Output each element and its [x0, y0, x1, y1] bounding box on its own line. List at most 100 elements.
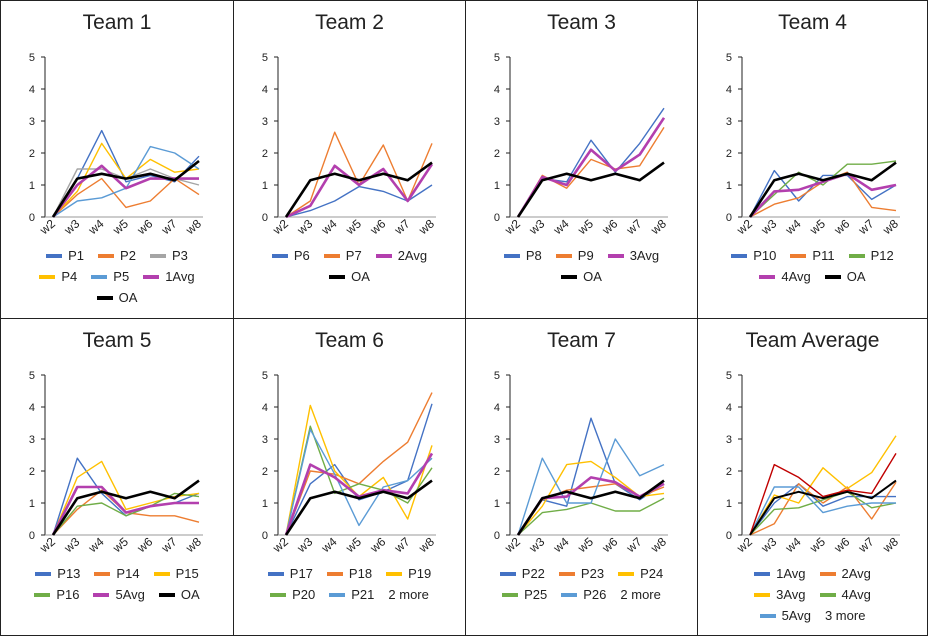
legend-swatch [819, 592, 836, 597]
legend-item: 3Avg [607, 248, 659, 263]
series-line-5avg [749, 486, 896, 536]
y-tick-label: 2 [494, 466, 500, 478]
y-tick-label: 5 [262, 52, 268, 64]
x-tick-label: w3 [758, 534, 780, 555]
y-tick-label: 2 [29, 148, 35, 160]
y-tick-label: 0 [726, 212, 732, 224]
y-tick-label: 3 [494, 116, 500, 128]
legend-label: P4 [61, 269, 78, 284]
legend-swatch [329, 274, 346, 279]
legend-row: P17 P18 P19 [242, 563, 457, 584]
series-line-p12 [749, 160, 897, 218]
chart-panel-6: Team 6 0 1 2 3 4 5 w2 w3 w4 w5 w6 w7 w8 P17 P18 P19 P20 P2… [233, 318, 466, 636]
legend-item: P3 [149, 248, 188, 263]
y-tick-label: 5 [494, 52, 500, 64]
legend-item: P17 [267, 566, 313, 581]
x-tick-label: w8 [415, 534, 437, 555]
legend-row: P4 P5 1Avg [9, 266, 225, 287]
series-line-extra-5 [749, 453, 897, 536]
x-tick-label: w8 [415, 216, 437, 237]
legend-item: P4 [39, 269, 77, 284]
legend-row: P20 P21 2 more [242, 584, 457, 605]
legend-swatch [561, 592, 578, 597]
x-tick-label: w5 [342, 216, 364, 237]
y-tick-label: 0 [494, 530, 500, 542]
legend-label: 1Avg [776, 566, 806, 581]
legend-item: P19 [386, 566, 431, 581]
x-tick-label: w3 [61, 216, 83, 237]
y-tick-label: 5 [726, 52, 732, 64]
series-line-1avg [749, 483, 896, 536]
x-tick-label: w6 [367, 534, 389, 555]
legend-swatch [790, 253, 807, 258]
legend-item: 4Avg [759, 269, 811, 284]
legend-swatch [759, 613, 776, 618]
legend-more: 3 more [824, 608, 866, 623]
x-tick-label: w2 [36, 534, 58, 555]
y-tick-label: 2 [262, 148, 268, 160]
legend-swatch [502, 592, 519, 597]
legend-label: P22 [521, 566, 545, 581]
x-tick-label: w7 [391, 216, 413, 237]
x-tick-label: w3 [294, 216, 316, 237]
legend-label: P20 [292, 587, 316, 602]
legend-label: P23 [580, 566, 605, 581]
legend-item: P5 [91, 269, 129, 284]
legend-label: P19 [408, 566, 432, 581]
x-tick-label: w5 [574, 216, 596, 237]
legend-item: P7 [323, 248, 362, 263]
y-tick-label: 3 [29, 116, 35, 128]
legend-swatch [607, 253, 624, 258]
y-tick-label: 3 [262, 116, 268, 128]
y-tick-label: 0 [29, 530, 35, 542]
x-tick-label: w5 [109, 534, 131, 555]
legend-swatch [824, 274, 841, 279]
chart-title: Team 1 [82, 11, 152, 34]
legend-item: P12 [848, 248, 894, 263]
legend-label: P7 [345, 248, 362, 263]
legend-swatch [35, 571, 52, 576]
x-tick-label: w7 [855, 534, 877, 555]
series-line-extra-6 [516, 479, 665, 536]
legend-row: P13 P14 P15 [9, 563, 225, 584]
legend-swatch [94, 571, 111, 576]
legend: P1 P2 P3 P4 P5 1Avg OA [9, 245, 225, 308]
line-chart: 0 1 2 3 4 5 w2 w3 w4 w5 w6 w7 w8 [29, 370, 204, 556]
legend-item: P9 [555, 248, 594, 263]
legend-row: 3Avg 4Avg [706, 584, 919, 605]
y-tick-label: 4 [726, 402, 732, 414]
legend-item: P21 [329, 587, 374, 602]
x-tick-label: w2 [36, 216, 58, 237]
legend-swatch [754, 592, 771, 597]
chart-panel-3: Team 3 0 1 2 3 4 5 w2 w3 w4 w5 w6 w7 w8 P8 P9 3Avg OA [465, 0, 698, 319]
series-line-p6 [285, 184, 433, 218]
legend-swatch [759, 274, 776, 279]
x-tick-label: w2 [269, 534, 291, 555]
x-tick-label: w2 [501, 216, 523, 237]
x-tick-label: w6 [134, 216, 156, 237]
legend-item: 5Avg [93, 587, 145, 602]
y-tick-label: 0 [726, 530, 732, 542]
x-tick-label: w3 [526, 216, 548, 237]
series-line-5avg [51, 485, 199, 536]
legend-swatch [39, 274, 56, 279]
y-tick-label: 1 [262, 180, 268, 192]
legend: P17 P18 P19 P20 P21 2 more [242, 563, 457, 605]
legend-swatch [731, 253, 748, 258]
legend-swatch [386, 571, 403, 576]
x-tick-label: w6 [599, 534, 621, 555]
x-tick-label: w7 [855, 216, 877, 237]
legend-label: OA [351, 269, 370, 284]
legend-row: 4Avg OA [706, 266, 919, 287]
y-tick-label: 1 [262, 498, 268, 510]
x-tick-label: w2 [269, 216, 291, 237]
series-line-2avg [285, 163, 434, 219]
legend-swatch [848, 253, 865, 258]
x-tick-label: w4 [318, 534, 340, 555]
legend-label: P3 [171, 248, 188, 263]
legend-item: OA [824, 269, 866, 284]
legend-row: P6 P7 2Avg [242, 245, 457, 266]
chart-title: Team 3 [547, 11, 616, 34]
chart-panel-4: Team 4 0 1 2 3 4 5 w2 w3 w4 w5 w6 w7 w8 P10 P11 P12 4Avg O… [697, 0, 928, 319]
